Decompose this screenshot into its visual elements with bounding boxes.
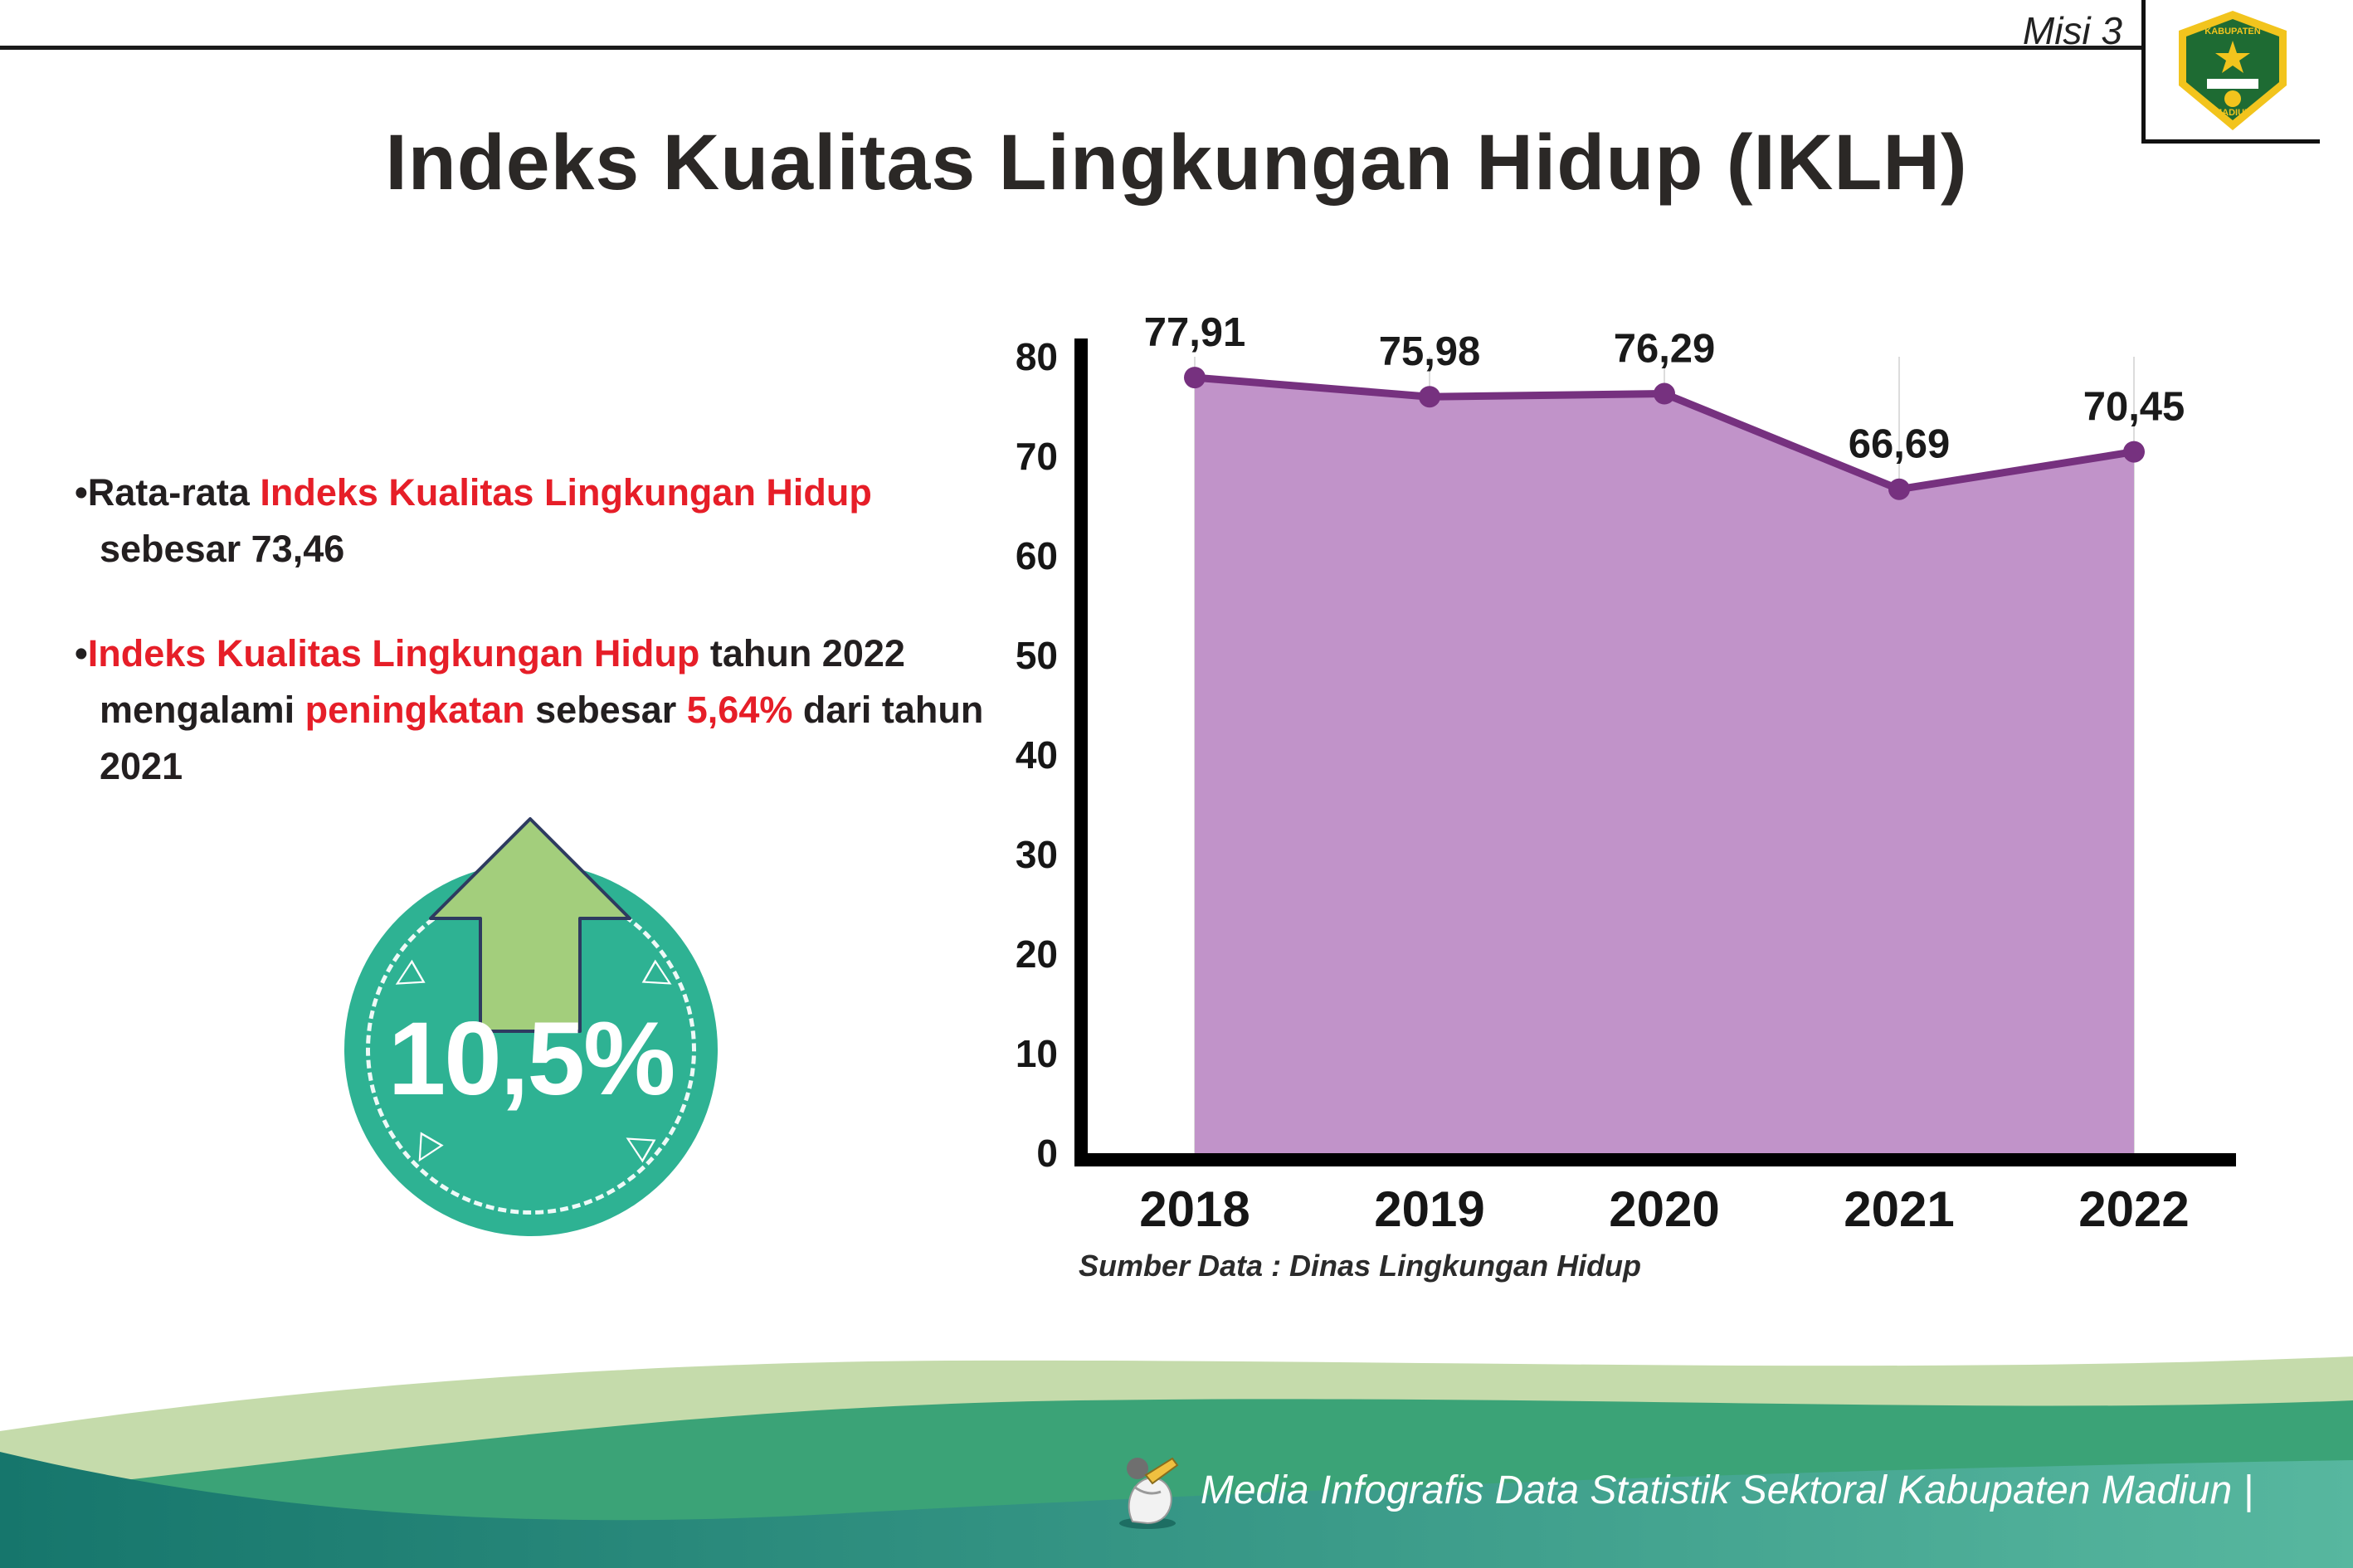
header-divider: [0, 46, 2146, 50]
svg-text:40: 40: [1016, 733, 1058, 777]
svg-text:2019: 2019: [1374, 1181, 1484, 1236]
bullet-list: •Rata-rata Indeks Kualitas Lingkungan Hi…: [75, 465, 1000, 843]
bullet-item: •Rata-rata Indeks Kualitas Lingkungan Hi…: [75, 471, 872, 570]
svg-text:2021: 2021: [1844, 1181, 1954, 1236]
chart-source: Sumber Data : Dinas Lingkungan Hidup: [1079, 1249, 1642, 1283]
svg-text:75,98: 75,98: [1379, 329, 1481, 374]
svg-text:0: 0: [1036, 1132, 1058, 1175]
svg-text:30: 30: [1016, 833, 1058, 876]
svg-text:70: 70: [1016, 435, 1058, 478]
percentage-badge: ◁ ▷ △ ▽ 10,5%: [344, 817, 718, 1236]
svg-text:MADIUN: MADIUN: [2214, 108, 2251, 118]
svg-text:76,29: 76,29: [1614, 327, 1716, 372]
svg-text:50: 50: [1016, 634, 1058, 677]
svg-text:2022: 2022: [2078, 1181, 2189, 1236]
footer-bar: Media Infografis Data Statistik Sektoral…: [1109, 1450, 2253, 1530]
footer-wave: [0, 1356, 2353, 1568]
svg-text:20: 20: [1016, 933, 1058, 976]
kabupaten-madiun-logo: KABUPATEN MADIUN: [2179, 10, 2287, 130]
svg-text:60: 60: [1016, 534, 1058, 577]
svg-text:70,45: 70,45: [2083, 385, 2185, 430]
svg-text:KABUPATEN: KABUPATEN: [2204, 27, 2260, 37]
chart-area: 77,91 75,98 76,29 66,69 70,45 0 10 20 30 40 50 60 70…: [979, 310, 2265, 1237]
bullet-item: •Indeks Kualitas Lingkungan Hidup tahun …: [75, 632, 984, 787]
footer-credit: Media Infografis Data Statistik Sektoral…: [1200, 1468, 2253, 1512]
badge-value: 10,5%: [387, 1001, 675, 1117]
misi-label: Misi 3: [2022, 9, 2122, 52]
mascot-icon: [1118, 1457, 1179, 1529]
svg-text:77,91: 77,91: [1144, 315, 1246, 355]
svg-text:2018: 2018: [1139, 1181, 1250, 1236]
page-title: Indeks Kualitas Lingkungan Hidup (IKLH): [385, 118, 1968, 207]
svg-text:2020: 2020: [1609, 1181, 1719, 1236]
up-arrow-icon: [429, 817, 631, 1033]
svg-text:80: 80: [1016, 335, 1058, 378]
logo-frame: KABUPATEN MADIUN: [2141, 0, 2320, 144]
svg-text:66,69: 66,69: [1849, 422, 1951, 467]
svg-text:10: 10: [1016, 1032, 1058, 1075]
iklh-area-chart: 77,91 75,98 76,29 66,69 70,45 0 10 20 30 40 50 60 70…: [1016, 310, 2236, 1237]
